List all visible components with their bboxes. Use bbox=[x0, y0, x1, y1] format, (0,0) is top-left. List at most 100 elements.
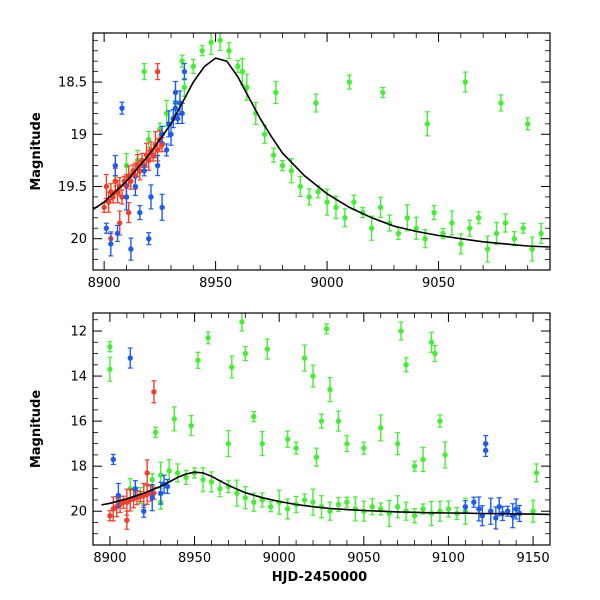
data-point-green bbox=[270, 147, 277, 163]
data-point-blue bbox=[513, 498, 519, 520]
data-point-blue bbox=[132, 480, 139, 498]
data-point-red bbox=[144, 459, 150, 487]
x-axis-title: HJD-2450000 bbox=[272, 570, 367, 585]
data-point-green bbox=[171, 406, 177, 432]
data-point-green bbox=[404, 204, 411, 232]
data-point-red bbox=[119, 189, 125, 205]
data-point-green bbox=[284, 430, 291, 448]
data-point-green bbox=[323, 323, 330, 335]
data-point-blue bbox=[164, 478, 171, 495]
data-point-green bbox=[380, 86, 386, 99]
data-point-green bbox=[188, 415, 194, 437]
data-point-green bbox=[268, 501, 274, 513]
data-point-green bbox=[234, 479, 240, 507]
data-point-blue bbox=[148, 184, 154, 210]
data-point-green bbox=[174, 463, 181, 483]
data-point-green bbox=[310, 488, 316, 516]
data-point-green bbox=[413, 216, 419, 240]
y-tick-label: 18.5 bbox=[58, 76, 87, 91]
data-point-green bbox=[428, 331, 435, 353]
data-point-green bbox=[502, 213, 509, 233]
data-point-blue bbox=[141, 165, 147, 177]
data-point-blue bbox=[181, 63, 188, 81]
data-point-red bbox=[154, 63, 161, 81]
data-point-green bbox=[141, 63, 147, 81]
plot-area bbox=[93, 33, 550, 263]
data-point-green bbox=[310, 364, 316, 388]
data-point-green bbox=[242, 345, 249, 362]
data-point-green bbox=[462, 71, 468, 93]
data-point-green bbox=[344, 496, 350, 508]
series-blue bbox=[103, 63, 188, 261]
data-point-blue bbox=[496, 497, 502, 517]
plot-area bbox=[101, 313, 550, 530]
data-point-green bbox=[217, 480, 223, 498]
data-point-green bbox=[313, 93, 319, 113]
x-tick-label: 9100 bbox=[432, 551, 465, 566]
y-tick-label: 16 bbox=[70, 415, 87, 430]
data-point-blue bbox=[493, 506, 499, 530]
data-point-blue bbox=[172, 80, 179, 105]
data-point-green bbox=[369, 498, 375, 516]
data-point-blue bbox=[103, 222, 110, 234]
data-point-blue bbox=[471, 496, 477, 508]
data-point-red bbox=[150, 148, 156, 162]
data-point-blue bbox=[132, 176, 139, 197]
data-point-green bbox=[327, 501, 333, 521]
y-tick-label: 20 bbox=[70, 505, 87, 520]
data-point-green bbox=[432, 344, 438, 363]
data-point-green bbox=[530, 499, 536, 523]
data-point-green bbox=[251, 492, 257, 512]
data-point-green bbox=[205, 331, 211, 345]
data-point-green bbox=[217, 33, 223, 51]
data-point-green bbox=[437, 500, 443, 522]
top-panel: 8900 8950 9000 9050 18.5 19 19.5 20 Magnitude bbox=[29, 32, 551, 291]
data-point-green bbox=[398, 321, 404, 341]
y-axis-title: Magnitude bbox=[29, 390, 44, 469]
data-point-green bbox=[467, 219, 473, 237]
x-tick-label: 9150 bbox=[517, 551, 550, 566]
data-point-green bbox=[149, 473, 155, 487]
data-point-green bbox=[378, 502, 384, 516]
data-point-red bbox=[103, 173, 110, 200]
data-point-green bbox=[346, 74, 353, 90]
data-point-green bbox=[484, 235, 491, 263]
data-point-green bbox=[225, 430, 232, 458]
data-point-blue bbox=[476, 496, 482, 522]
data-point-green bbox=[437, 414, 443, 428]
data-point-red bbox=[151, 380, 157, 404]
x-tick-label: 8950 bbox=[178, 551, 211, 566]
y-axis-title: Magnitude bbox=[29, 112, 44, 191]
data-point-green bbox=[318, 413, 325, 429]
bottom-panel: 8900 8950 9000 9050 9100 9150 12 14 16 18 20 Magnit… bbox=[29, 312, 551, 585]
x-tick-label: 9000 bbox=[263, 551, 296, 566]
data-point-green bbox=[403, 501, 409, 521]
data-point-blue bbox=[504, 505, 511, 517]
data-point-green bbox=[199, 45, 205, 57]
data-point-green bbox=[538, 222, 544, 245]
data-point-blue bbox=[179, 102, 185, 124]
series-blue bbox=[110, 347, 523, 530]
data-point-green bbox=[424, 111, 431, 137]
data-point-green bbox=[239, 313, 245, 332]
data-point-green bbox=[315, 185, 321, 199]
data-point-blue bbox=[115, 482, 122, 509]
series-red bbox=[101, 63, 165, 245]
data-point-green bbox=[107, 341, 113, 353]
data-point-green bbox=[493, 221, 500, 246]
y-tick-label: 19 bbox=[70, 128, 87, 143]
data-point-green bbox=[229, 355, 235, 379]
data-point-green bbox=[327, 376, 333, 403]
data-point-blue bbox=[488, 497, 494, 525]
data-point-green bbox=[525, 117, 531, 131]
data-point-green bbox=[152, 426, 159, 438]
data-point-green bbox=[449, 210, 455, 236]
data-point-blue bbox=[112, 154, 118, 177]
x-tick-label: 9050 bbox=[347, 551, 380, 566]
data-point-green bbox=[520, 222, 526, 234]
data-point-green bbox=[306, 188, 312, 206]
data-point-green bbox=[259, 492, 265, 508]
data-point-blue bbox=[123, 183, 130, 211]
data-point-green bbox=[498, 94, 504, 112]
